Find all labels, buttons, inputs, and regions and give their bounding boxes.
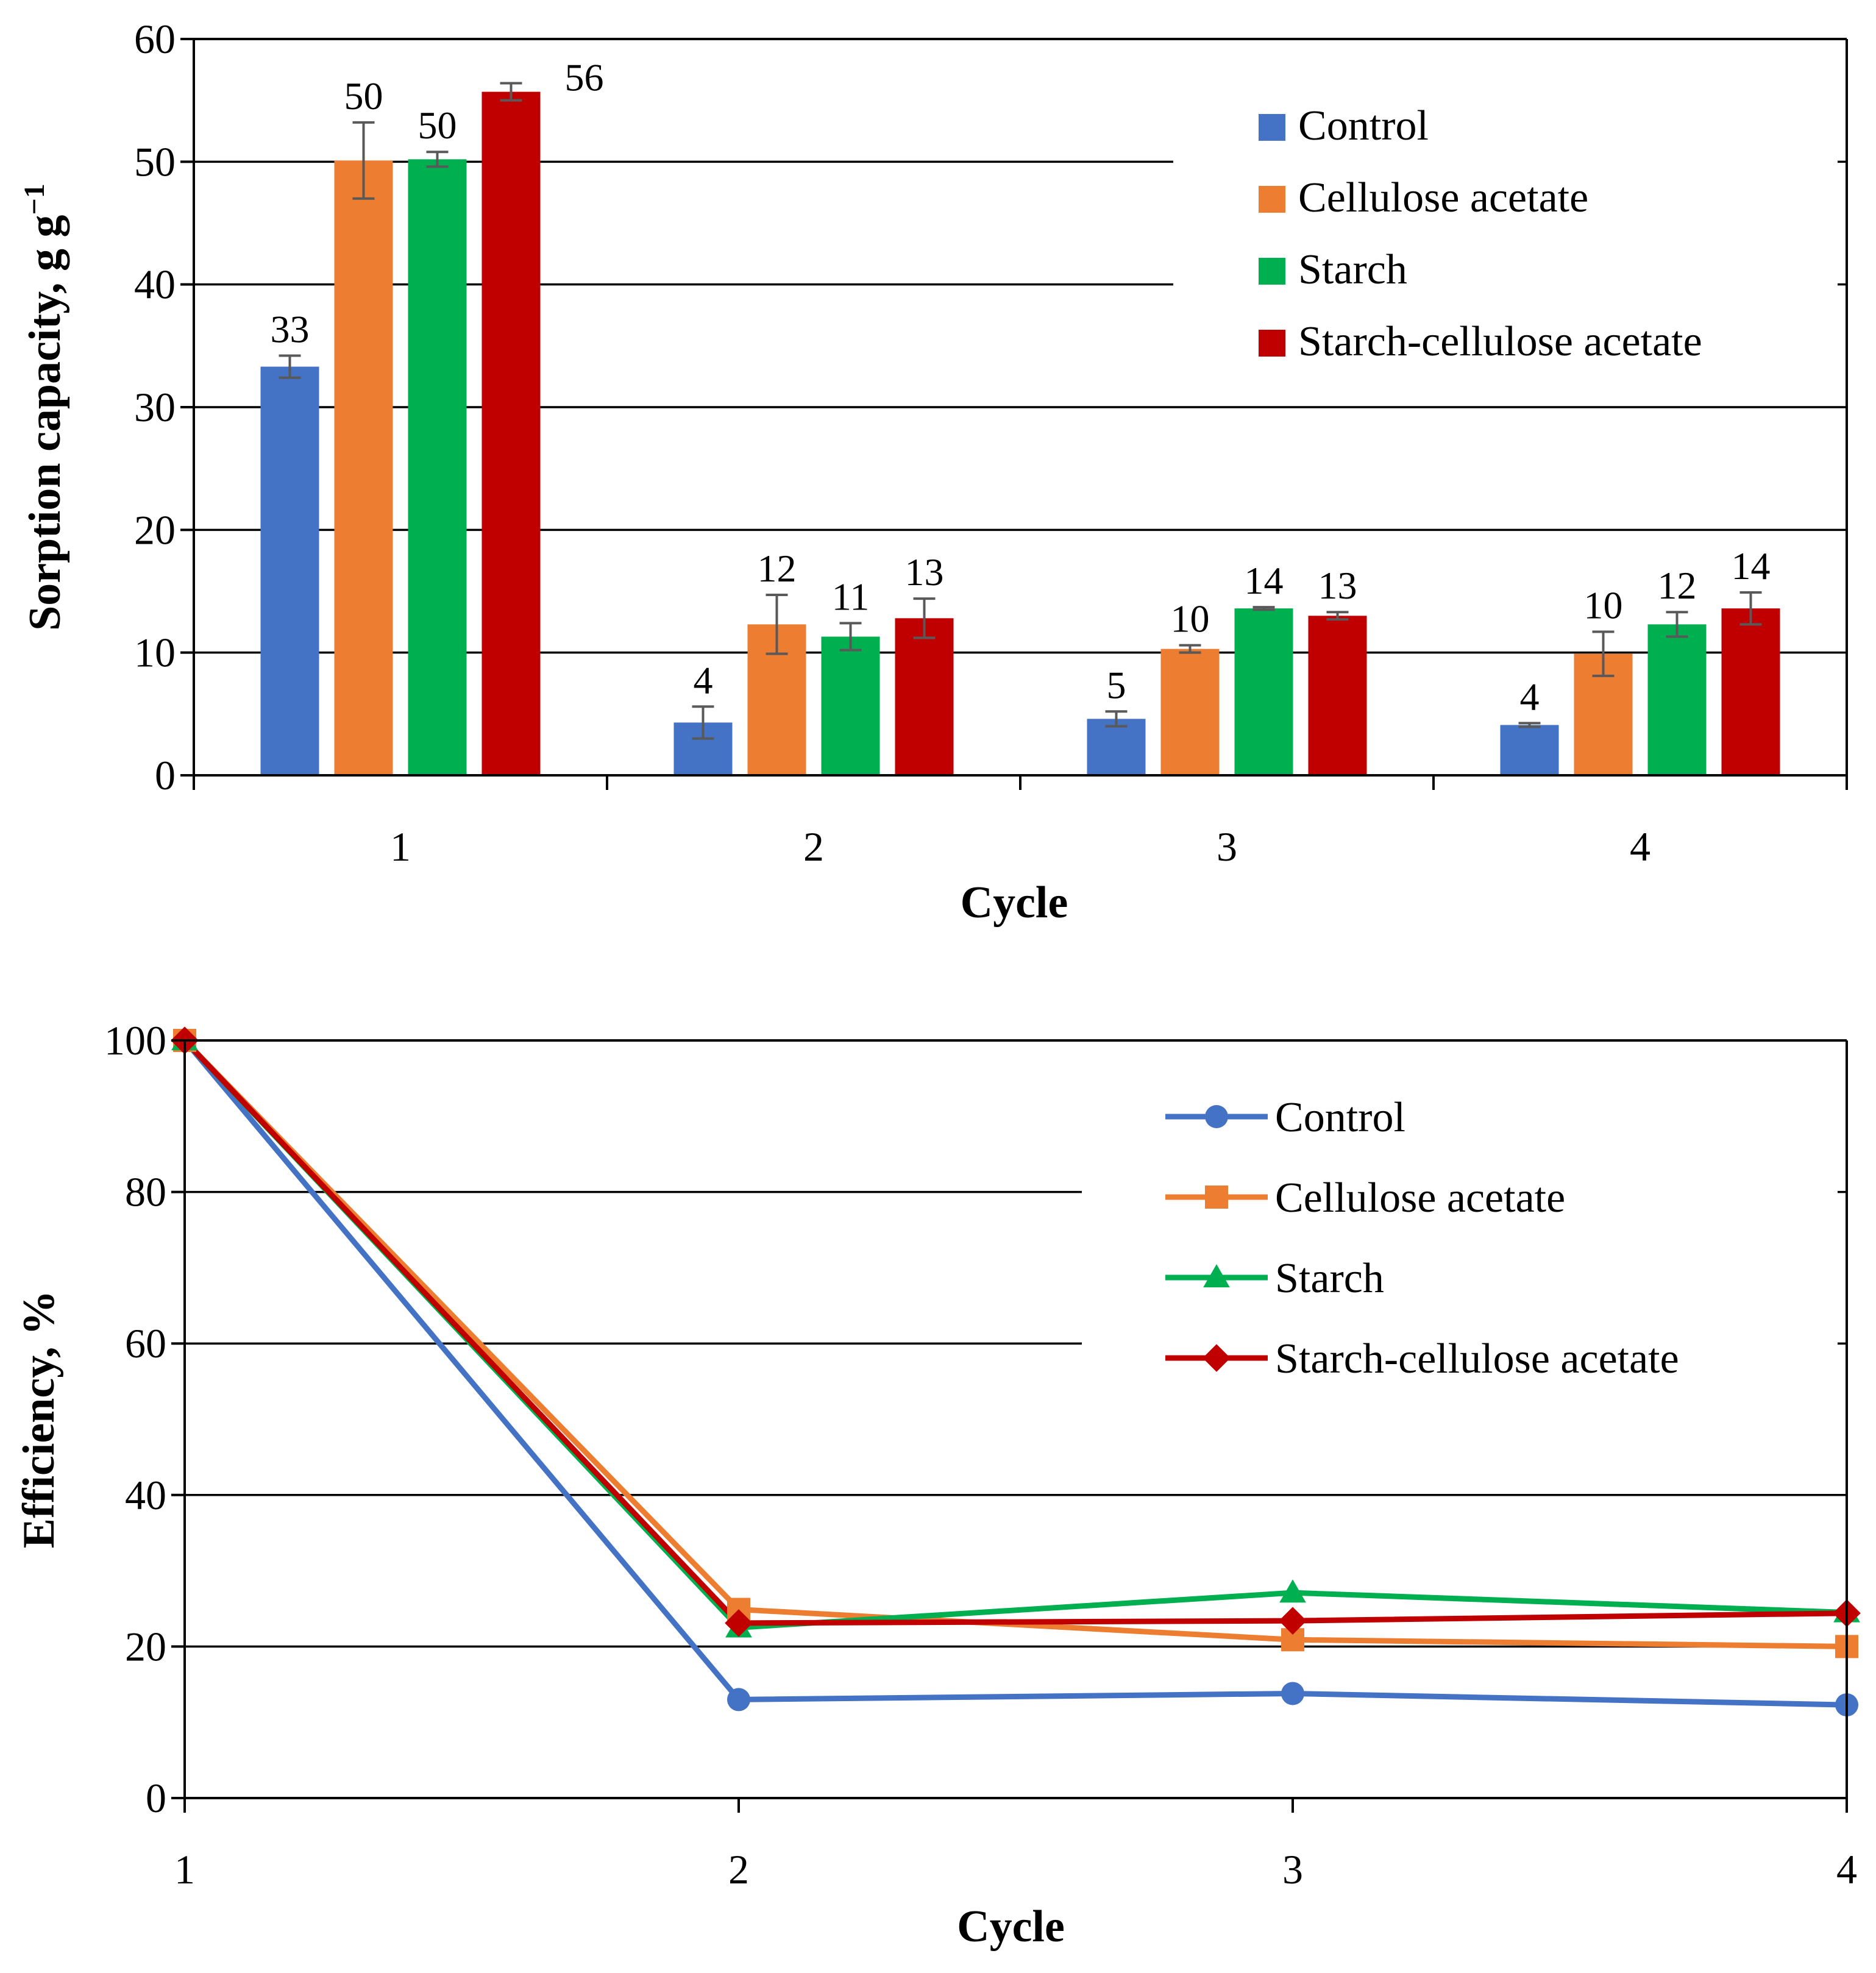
bar-chart-y-tick-label: 40 [134,261,176,308]
line-chart-x-tick-label: 1 [174,1846,195,1893]
legend-label-cellulose-acetate: Cellulose acetate [1275,1175,1565,1221]
bar-cellulose-acetate-cycle-3 [1160,649,1220,775]
bar-chart-y-axis-title-main: Sorption capacity, g g [20,215,70,630]
data-label-cellulose-acetate-cycle-4: 10 [1584,583,1623,627]
bar-starch-cellulose-acetate-cycle-3 [1308,616,1367,775]
legend-marker-control [1205,1105,1228,1128]
legend-label-control: Control [1298,102,1429,149]
line-chart-efficiency: 0 20 40 60 80 100 1 2 3 4 Control Cellulose acetate… [14,1017,1861,1952]
data-label-cellulose-acetate-cycle-1: 50 [344,74,383,118]
legend-label-cellulose-acetate: Cellulose acetate [1298,174,1588,221]
line-chart-y-tick-label: 80 [125,1169,166,1215]
data-label-control-cycle-4: 4 [1520,675,1540,718]
point-control-cycle-3 [1281,1682,1304,1705]
line-control [182,1039,1847,1708]
point-starch-cellulose-acetate-cycle-2 [725,1609,753,1637]
bar-cellulose-acetate-cycle-1 [334,160,393,775]
legend-label-control: Control [1275,1094,1405,1141]
legend-label-starch: Starch [1275,1255,1384,1302]
legend-marker-starch [1203,1264,1230,1288]
legend-label-starch-cellulose-acetate: Starch-cellulose acetate [1275,1335,1679,1382]
legend-marker-starch-cellulose-acetate [1203,1344,1231,1372]
data-label-starch-cellulose-acetate-cycle-2: 13 [905,550,944,594]
data-label-starch-cycle-1: 50 [418,104,457,147]
data-label-starch-cellulose-acetate-cycle-4: 14 [1732,544,1771,588]
line-starch-cellulose-acetate [182,1038,1847,1626]
data-label-cellulose-acetate-cycle-2: 12 [758,547,797,590]
bar-starch-cycle-1 [408,159,467,776]
data-label-starch-cellulose-acetate-cycle-3: 13 [1318,564,1357,607]
legend-marker-cellulose-acetate [1205,1186,1228,1209]
bar-chart-y-tick-label: 50 [134,138,176,185]
data-label-cellulose-acetate-cycle-3: 10 [1171,597,1210,641]
data-label-control-cycle-2: 4 [694,658,713,702]
bar-starch-cycle-4 [1647,624,1707,775]
data-label-control-cycle-1: 33 [271,307,310,350]
bar-chart-y-tick-label: 60 [134,16,176,62]
legend-label-starch: Starch [1298,246,1407,293]
line-chart-x-tick-label: 4 [1836,1846,1857,1893]
bar-chart-y-tick-label: 10 [134,630,176,676]
bar-chart-x-tick-label: 1 [390,823,411,870]
line-chart-x-tick-label: 2 [728,1846,749,1893]
line-chart-legend-background [1082,1079,1838,1396]
line-chart-y-tick-label: 0 [146,1775,166,1821]
line-chart-x-axis-title: Cycle [957,1902,1065,1952]
legend-swatch-starch-cellulose-acetate [1259,330,1285,357]
bar-chart-y-tick-label: 20 [134,507,176,553]
bar-chart-y-tick-label: 30 [134,384,176,430]
bar-starch-cycle-2 [821,636,880,775]
legend-swatch-cellulose-acetate [1259,186,1285,213]
bar-control-cycle-1 [260,366,319,775]
line-chart-y-axis-title: Efficiency, % [14,1290,64,1548]
bar-starch-cycle-3 [1234,608,1293,775]
line-chart-y-tick-label: 60 [125,1320,166,1367]
bar-chart-x-tick-label: 3 [1217,823,1237,870]
bar-starch-cellulose-acetate-cycle-1 [481,91,541,775]
data-label-starch-cellulose-acetate-cycle-1: 56 [565,56,604,99]
data-label-control-cycle-3: 5 [1107,663,1126,706]
bar-starch-cellulose-acetate-cycle-2 [895,618,954,775]
point-control-cycle-2 [727,1688,750,1712]
data-label-starch-cycle-2: 11 [832,575,870,618]
line-chart-y-tick-label: 20 [125,1623,166,1669]
bar-chart-y-axis-title: Sorption capacity, g g−1 [18,183,71,631]
bar-chart-x-tick-label: 2 [803,823,824,870]
bar-chart-x-axis-title: Cycle [961,878,1068,928]
line-chart-x-tick-label: 3 [1282,1846,1303,1893]
point-starch-cycle-3 [1279,1579,1306,1603]
point-starch-cellulose-acetate-cycle-3 [1279,1607,1307,1635]
legend-swatch-control [1259,114,1285,141]
bar-chart-y-tick-label: 0 [155,752,176,798]
bar-chart-x-tick-label: 4 [1630,823,1650,870]
data-label-starch-cycle-4: 12 [1658,564,1697,607]
bar-control-cycle-3 [1087,719,1146,775]
line-chart-y-tick-label: 40 [125,1472,166,1518]
data-label-starch-cycle-3: 14 [1245,559,1284,602]
legend-label-starch-cellulose-acetate: Starch-cellulose acetate [1298,318,1702,365]
bar-starch-cellulose-acetate-cycle-4 [1721,608,1780,775]
bar-chart-y-axis-title-superscript: −1 [18,183,51,215]
legend-swatch-starch [1259,258,1285,285]
line-chart-y-tick-label: 100 [104,1017,166,1064]
bar-control-cycle-4 [1500,725,1559,775]
